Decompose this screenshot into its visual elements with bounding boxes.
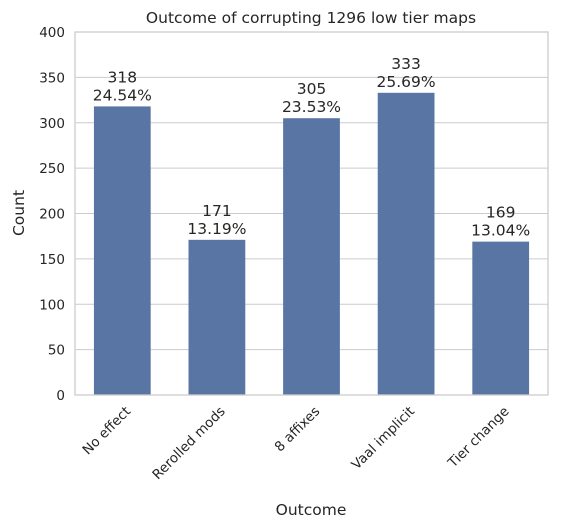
data-label-count: 171 xyxy=(202,202,232,220)
x-tick-label: Tier change xyxy=(444,404,512,472)
data-label-percent: 24.54% xyxy=(93,86,152,104)
bar xyxy=(188,239,246,395)
y-tick-label: 250 xyxy=(39,161,65,177)
data-label-count: 169 xyxy=(486,204,516,222)
y-tick-label: 50 xyxy=(48,343,65,359)
bar xyxy=(472,241,530,395)
x-tick-label: No effect xyxy=(79,404,134,459)
bar xyxy=(93,106,151,395)
bars xyxy=(93,92,530,396)
x-axis-label: Outcome xyxy=(276,501,347,519)
data-label-percent: 13.19% xyxy=(187,220,246,238)
y-tick-label: 150 xyxy=(39,252,65,268)
y-tick-label: 350 xyxy=(39,70,65,86)
y-tick-label: 400 xyxy=(39,25,65,41)
y-tick-label: 100 xyxy=(39,297,65,313)
y-tick-label: 300 xyxy=(39,116,65,132)
bar xyxy=(283,118,340,396)
x-tick-labels: No effect Rerolled mods 8 affixes Vaal impl… xyxy=(79,404,512,483)
y-tick-label: 0 xyxy=(56,388,65,404)
bar xyxy=(377,92,435,396)
data-label-count: 333 xyxy=(391,55,421,73)
data-label-percent: 25.69% xyxy=(377,73,436,91)
x-tick-label: 8 affixes xyxy=(272,404,324,456)
y-axis-label: Count xyxy=(10,190,28,236)
data-label-percent: 13.04% xyxy=(471,222,530,240)
y-tick-label: 200 xyxy=(39,207,65,223)
y-tick-labels: 0 50 100 150 200 250 300 350 400 xyxy=(39,25,65,404)
x-tick-label: Rerolled mods xyxy=(149,404,228,483)
chart-title: Outcome of corrupting 1296 low tier maps xyxy=(146,9,476,27)
data-label-count: 318 xyxy=(108,68,138,86)
data-label-count: 305 xyxy=(297,80,327,98)
x-tick-label: Vaal implicit xyxy=(348,404,417,473)
data-label-percent: 23.53% xyxy=(282,98,341,116)
plot-frame xyxy=(74,31,549,396)
